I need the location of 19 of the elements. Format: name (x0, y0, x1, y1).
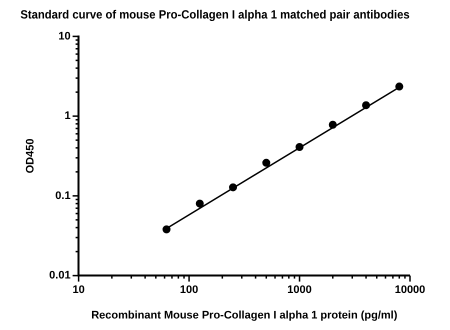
y-tick-label: 10 (58, 30, 71, 42)
x-tick-label: 1000 (287, 284, 312, 296)
point (296, 143, 304, 152)
y-tick-label: 0.01 (49, 270, 71, 282)
point (229, 183, 238, 192)
y-axis-title: OD450 (24, 138, 37, 174)
x-axis-title: Recombinant Mouse Pro-Collagen I alpha 1 protein (pg/ml) (91, 309, 398, 322)
point (328, 120, 337, 129)
point (362, 101, 370, 110)
y-tick-label: 1 (64, 110, 71, 122)
point (262, 158, 270, 167)
chart-title: Standard curve of mouse Pro-Collagen I alpha 1 matched pair antibodies (20, 8, 410, 22)
y-tick-label: 0.1 (55, 190, 71, 202)
x-tick-label: 100 (180, 284, 198, 296)
point (395, 82, 404, 91)
point (162, 225, 171, 234)
point (196, 200, 204, 208)
x-tick-label: 10 (72, 284, 85, 296)
x-tick-label: 10000 (394, 284, 426, 296)
